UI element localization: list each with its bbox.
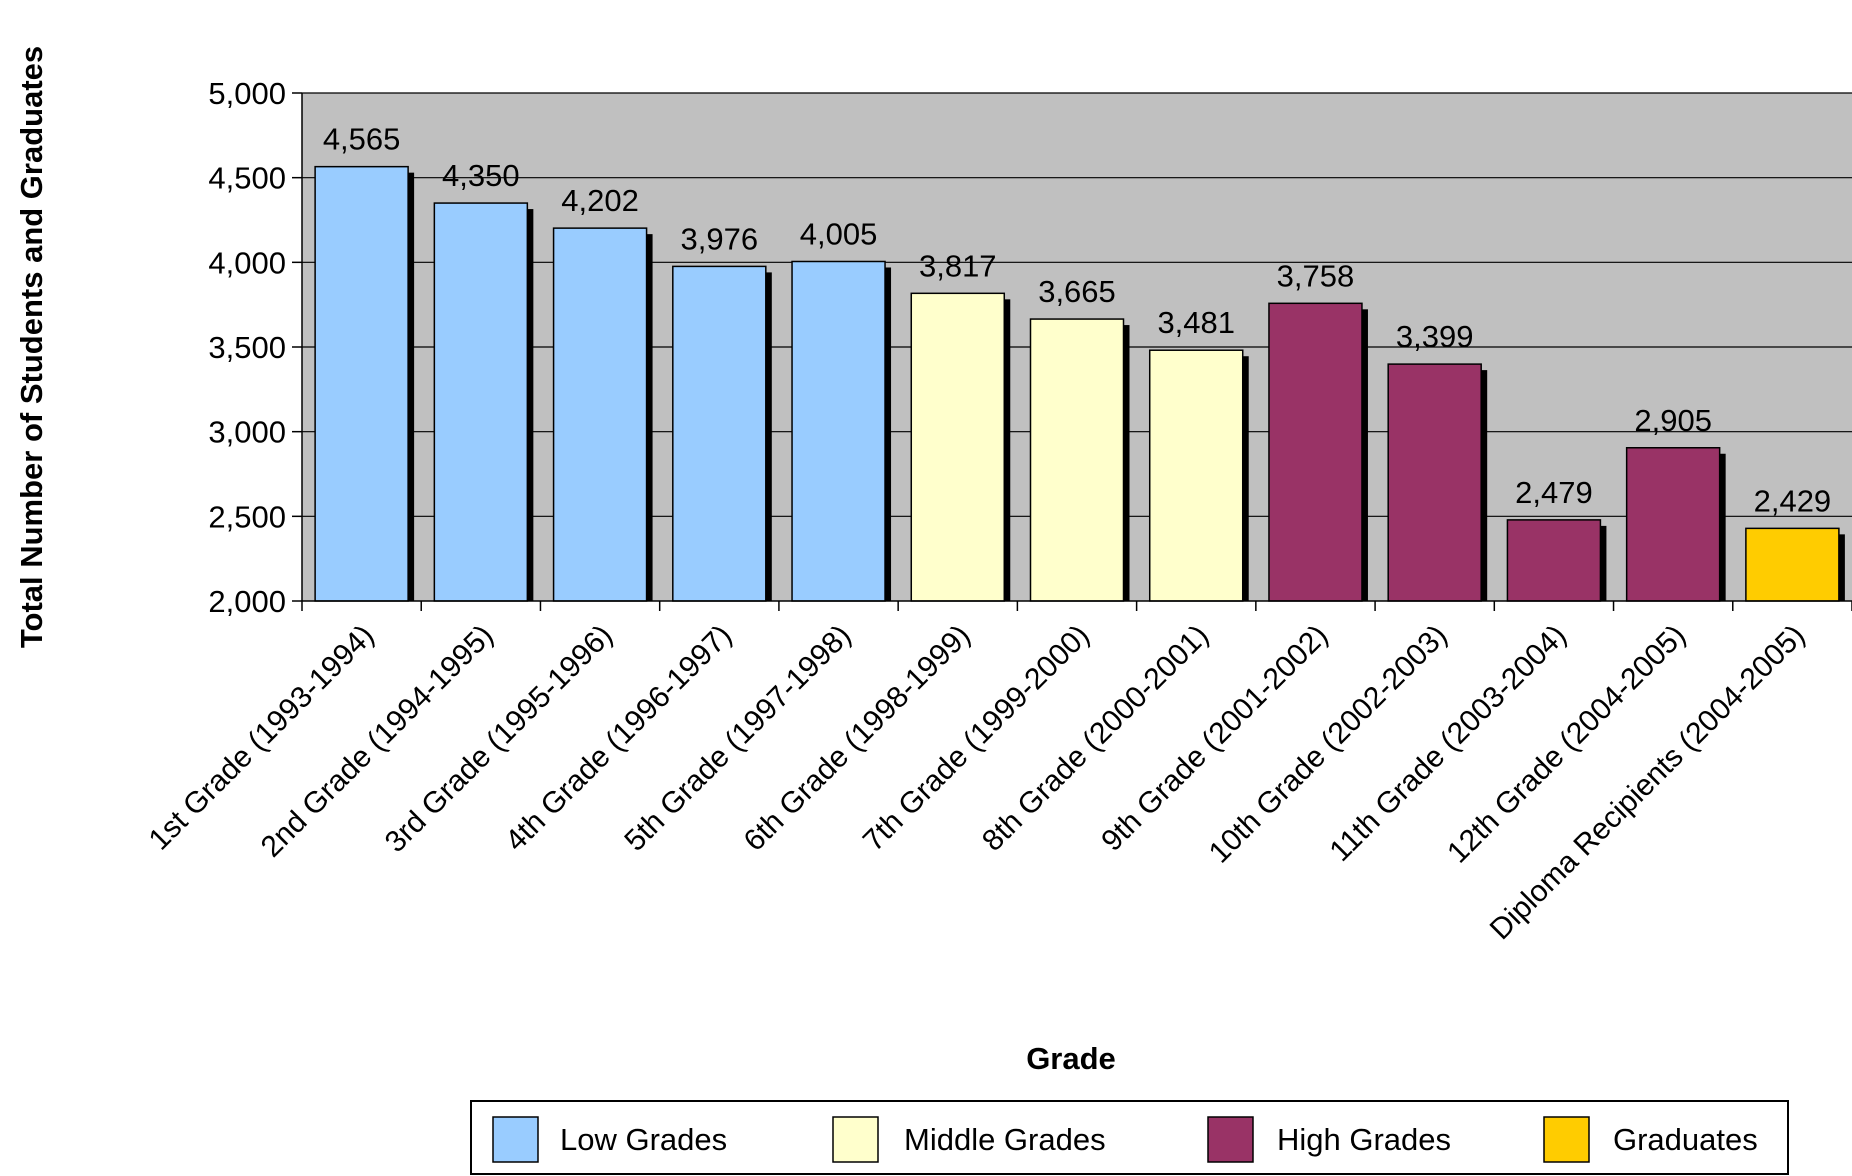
data-label: 2,905 xyxy=(1634,403,1712,438)
bar xyxy=(433,202,529,602)
y-tick-label: 2,500 xyxy=(208,499,286,534)
legend: Low Grades Middle Grades High Grades Gradua… xyxy=(470,1100,1789,1175)
bar xyxy=(672,265,767,602)
x-axis-title: Grade xyxy=(1026,1041,1116,1076)
y-tick-label: 4,500 xyxy=(208,161,286,196)
bar xyxy=(552,227,648,602)
bar xyxy=(1745,527,1840,602)
category-label: 11th Grade (2003-2004) xyxy=(1323,619,1572,868)
y-tick-label: 3,500 xyxy=(208,330,286,365)
category-label: 5th Grade (1997-1998) xyxy=(618,619,857,858)
data-label: 3,976 xyxy=(681,221,759,256)
data-label: 3,758 xyxy=(1277,258,1355,293)
bar xyxy=(1625,447,1721,602)
data-label: 4,005 xyxy=(800,216,878,251)
legend-label: Low Grades xyxy=(560,1122,727,1157)
y-tick-label: 5,000 xyxy=(208,76,286,111)
y-tick-label: 2,000 xyxy=(208,584,286,619)
category-label: 6th Grade (1998-1999) xyxy=(738,619,977,858)
data-label: 3,665 xyxy=(1038,274,1116,309)
legend-label: Graduates xyxy=(1613,1122,1758,1157)
category-label: 3rd Grade (1995-1996) xyxy=(379,619,619,859)
category-label: 2nd Grade (1994-1995) xyxy=(255,619,500,864)
bar xyxy=(1148,349,1244,602)
bar xyxy=(314,165,409,602)
category-label: 1st Grade (1993-1994) xyxy=(143,619,381,857)
data-label: 4,565 xyxy=(323,122,401,157)
legend-swatch xyxy=(1207,1116,1254,1163)
legend-label: High Grades xyxy=(1277,1122,1451,1157)
y-axis-ticks: 2,000 2,500 3,000 3,500 4,000 4,500 5,000 xyxy=(208,76,302,619)
bar xyxy=(910,292,1006,602)
data-label: 4,202 xyxy=(561,183,639,218)
data-label: 2,429 xyxy=(1754,483,1832,518)
category-label: 9th Grade (2001-2002) xyxy=(1095,619,1334,858)
legend-swatch xyxy=(492,1116,539,1163)
category-labels: 1st Grade (1993-1994)2nd Grade (1994-199… xyxy=(143,619,1812,947)
data-label: 2,479 xyxy=(1515,475,1593,510)
data-labels: 4,565 4,350 4,202 3,976 4,005 3,817 3,665 3,481… xyxy=(323,122,1831,519)
legend-items: Low Grades Middle Grades High Grades Gradua… xyxy=(492,1116,1758,1163)
legend-label: Middle Grades xyxy=(904,1122,1106,1157)
y-tick-label: 4,000 xyxy=(208,245,286,280)
legend-swatch xyxy=(832,1116,879,1163)
category-label: 10th Grade (2002-2003) xyxy=(1203,619,1454,870)
data-label: 3,399 xyxy=(1396,319,1474,354)
category-label: 7th Grade (1999-2000) xyxy=(857,619,1096,858)
y-axis-title: Total Number of Students and Graduates xyxy=(14,46,49,648)
category-label: 8th Grade (2000-2001) xyxy=(976,619,1215,858)
data-label: 3,481 xyxy=(1157,305,1235,340)
bar xyxy=(791,260,886,602)
bar xyxy=(1029,318,1125,602)
legend-swatch xyxy=(1543,1116,1590,1163)
category-label: 12th Grade (2004-2005) xyxy=(1441,619,1692,870)
bar xyxy=(1387,363,1482,602)
category-label: 4th Grade (1996-1997) xyxy=(499,619,738,858)
bars xyxy=(314,165,1845,602)
y-tick-label: 3,000 xyxy=(208,415,286,450)
x-axis-ticks xyxy=(301,601,1852,611)
bar xyxy=(1268,302,1363,602)
bar xyxy=(1506,519,1602,602)
data-label: 4,350 xyxy=(442,158,520,193)
data-label: 3,817 xyxy=(919,248,997,283)
